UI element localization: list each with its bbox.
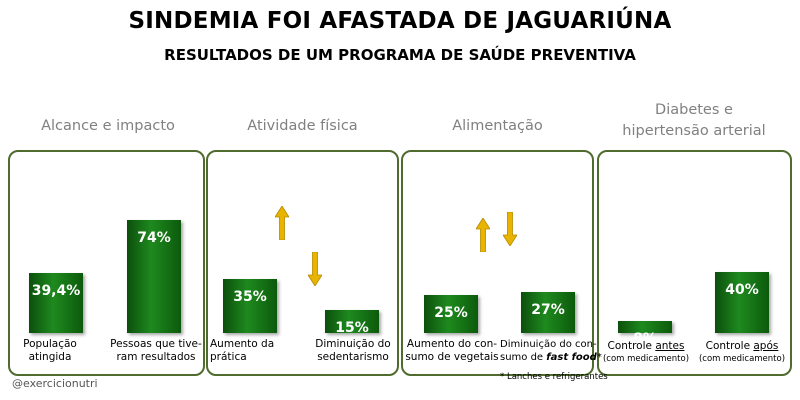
- arrow-up-icon: [476, 218, 490, 252]
- category-line: Controle após: [705, 340, 779, 352]
- category-label-aumento-pratica: Aumento da prática: [210, 338, 290, 364]
- category-line: (com medicamento): [698, 354, 786, 364]
- category-line: sedentarismo: [317, 351, 389, 363]
- category-line: População: [23, 338, 77, 350]
- value-label-antes: 8%: [633, 331, 657, 347]
- bar-aumento-pratica: [223, 279, 277, 333]
- arrow-down-icon: [503, 212, 517, 246]
- value-label-fast-food: 27%: [531, 302, 565, 318]
- value-label-sedentarismo: 15%: [335, 320, 369, 336]
- bar-populacao-atingida: [29, 273, 83, 333]
- category-line: Aumento da: [210, 338, 275, 350]
- bar-pessoas-resultados: [127, 220, 181, 333]
- group-title-diabetes: Diabetes e hipertensão arterial: [596, 100, 792, 142]
- footnote: * Lanches e refrigerantes: [500, 372, 608, 382]
- category-label-apos: Controle após (com medicamento): [696, 340, 788, 366]
- group-title-alcance: Alcance e impacto: [41, 118, 175, 134]
- category-line: ram resultados: [116, 351, 196, 363]
- group-title-diabetes-line2: hipertensão arterial: [622, 123, 766, 139]
- panel-atividade: [206, 150, 399, 376]
- category-label-sedentarismo: Diminuição do sedentarismo: [310, 338, 396, 364]
- category-line: (com medicamento): [602, 354, 690, 364]
- category-line: Diminuição do con-: [500, 339, 597, 350]
- category-label-populacao: População atingida: [12, 338, 88, 364]
- value-label-pessoas: 74%: [137, 230, 171, 246]
- bar-controle-antes: [618, 321, 672, 333]
- category-line: sumo de fast food*: [500, 352, 602, 363]
- category-line: sumo de vegetais: [405, 351, 499, 363]
- page-title: SINDEMIA FOI AFASTADA DE JAGUARIÚNA: [128, 8, 672, 34]
- bar-diminuicao-sedentarismo: [325, 310, 379, 333]
- category-label-vegetais: Aumento do con- sumo de vegetais: [403, 338, 501, 364]
- category-line: Aumento do con-: [406, 338, 498, 350]
- category-line: Pessoas que tive-: [110, 338, 202, 350]
- panel-alimentacao: [401, 150, 594, 376]
- category-label-fast-food: Diminuição do con- sumo de fast food*: [500, 338, 602, 364]
- category-label-pessoas: Pessoas que tive- ram resultados: [110, 338, 202, 364]
- panel-diabetes: [597, 150, 792, 376]
- category-line: Controle antes: [607, 340, 685, 352]
- value-label-populacao: 39,4%: [31, 283, 81, 299]
- arrow-up-icon: [275, 206, 289, 240]
- bar-aumento-vegetais: [424, 295, 478, 333]
- page-subtitle: RESULTADOS DE UM PROGRAMA DE SAÚDE PREVE…: [164, 46, 636, 64]
- category-line: prática: [210, 351, 247, 363]
- group-title-atividade: Atividade física: [247, 118, 358, 134]
- credit-handle: @exercicionutri: [12, 377, 98, 390]
- group-title-alimentacao: Alimentação: [452, 118, 543, 134]
- bar-diminuicao-fast-food: [521, 292, 575, 333]
- category-line: Diminuição do: [315, 338, 391, 350]
- category-line: atingida: [28, 351, 72, 363]
- value-label-apos: 40%: [725, 282, 759, 298]
- value-label-aumento-pratica: 35%: [233, 289, 267, 305]
- arrow-down-icon: [308, 252, 322, 286]
- bar-controle-apos: [715, 272, 769, 333]
- value-label-vegetais: 25%: [434, 305, 468, 321]
- group-title-diabetes-line1: Diabetes e: [655, 102, 733, 118]
- category-label-antes: Controle antes (com medicamento): [600, 340, 692, 366]
